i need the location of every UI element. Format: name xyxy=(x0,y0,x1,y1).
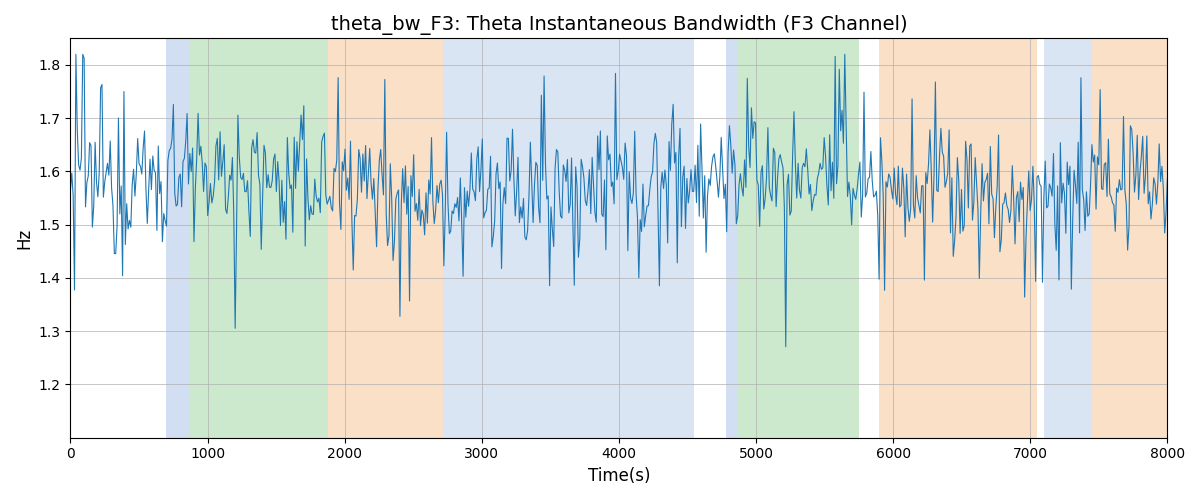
Bar xyxy=(726,38,738,438)
Y-axis label: Hz: Hz xyxy=(14,228,32,248)
Bar xyxy=(443,38,695,438)
Bar xyxy=(738,38,859,438)
Bar xyxy=(167,38,190,438)
Bar xyxy=(1092,38,1168,438)
Title: theta_bw_F3: Theta Instantaneous Bandwidth (F3 Channel): theta_bw_F3: Theta Instantaneous Bandwid… xyxy=(331,15,907,35)
X-axis label: Time(s): Time(s) xyxy=(588,467,650,485)
Bar xyxy=(329,38,443,438)
Bar xyxy=(880,38,1037,438)
Bar xyxy=(1044,38,1092,438)
Bar xyxy=(190,38,329,438)
